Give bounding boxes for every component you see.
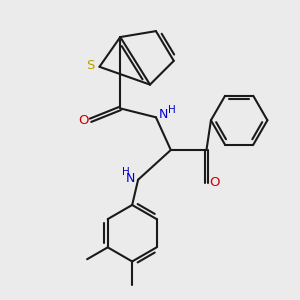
Text: H: H: [122, 167, 130, 177]
Text: S: S: [86, 59, 95, 72]
Text: N: N: [126, 172, 135, 185]
Text: O: O: [209, 176, 220, 189]
Text: O: O: [78, 114, 88, 127]
Text: H: H: [168, 105, 176, 115]
Text: N: N: [159, 108, 168, 121]
